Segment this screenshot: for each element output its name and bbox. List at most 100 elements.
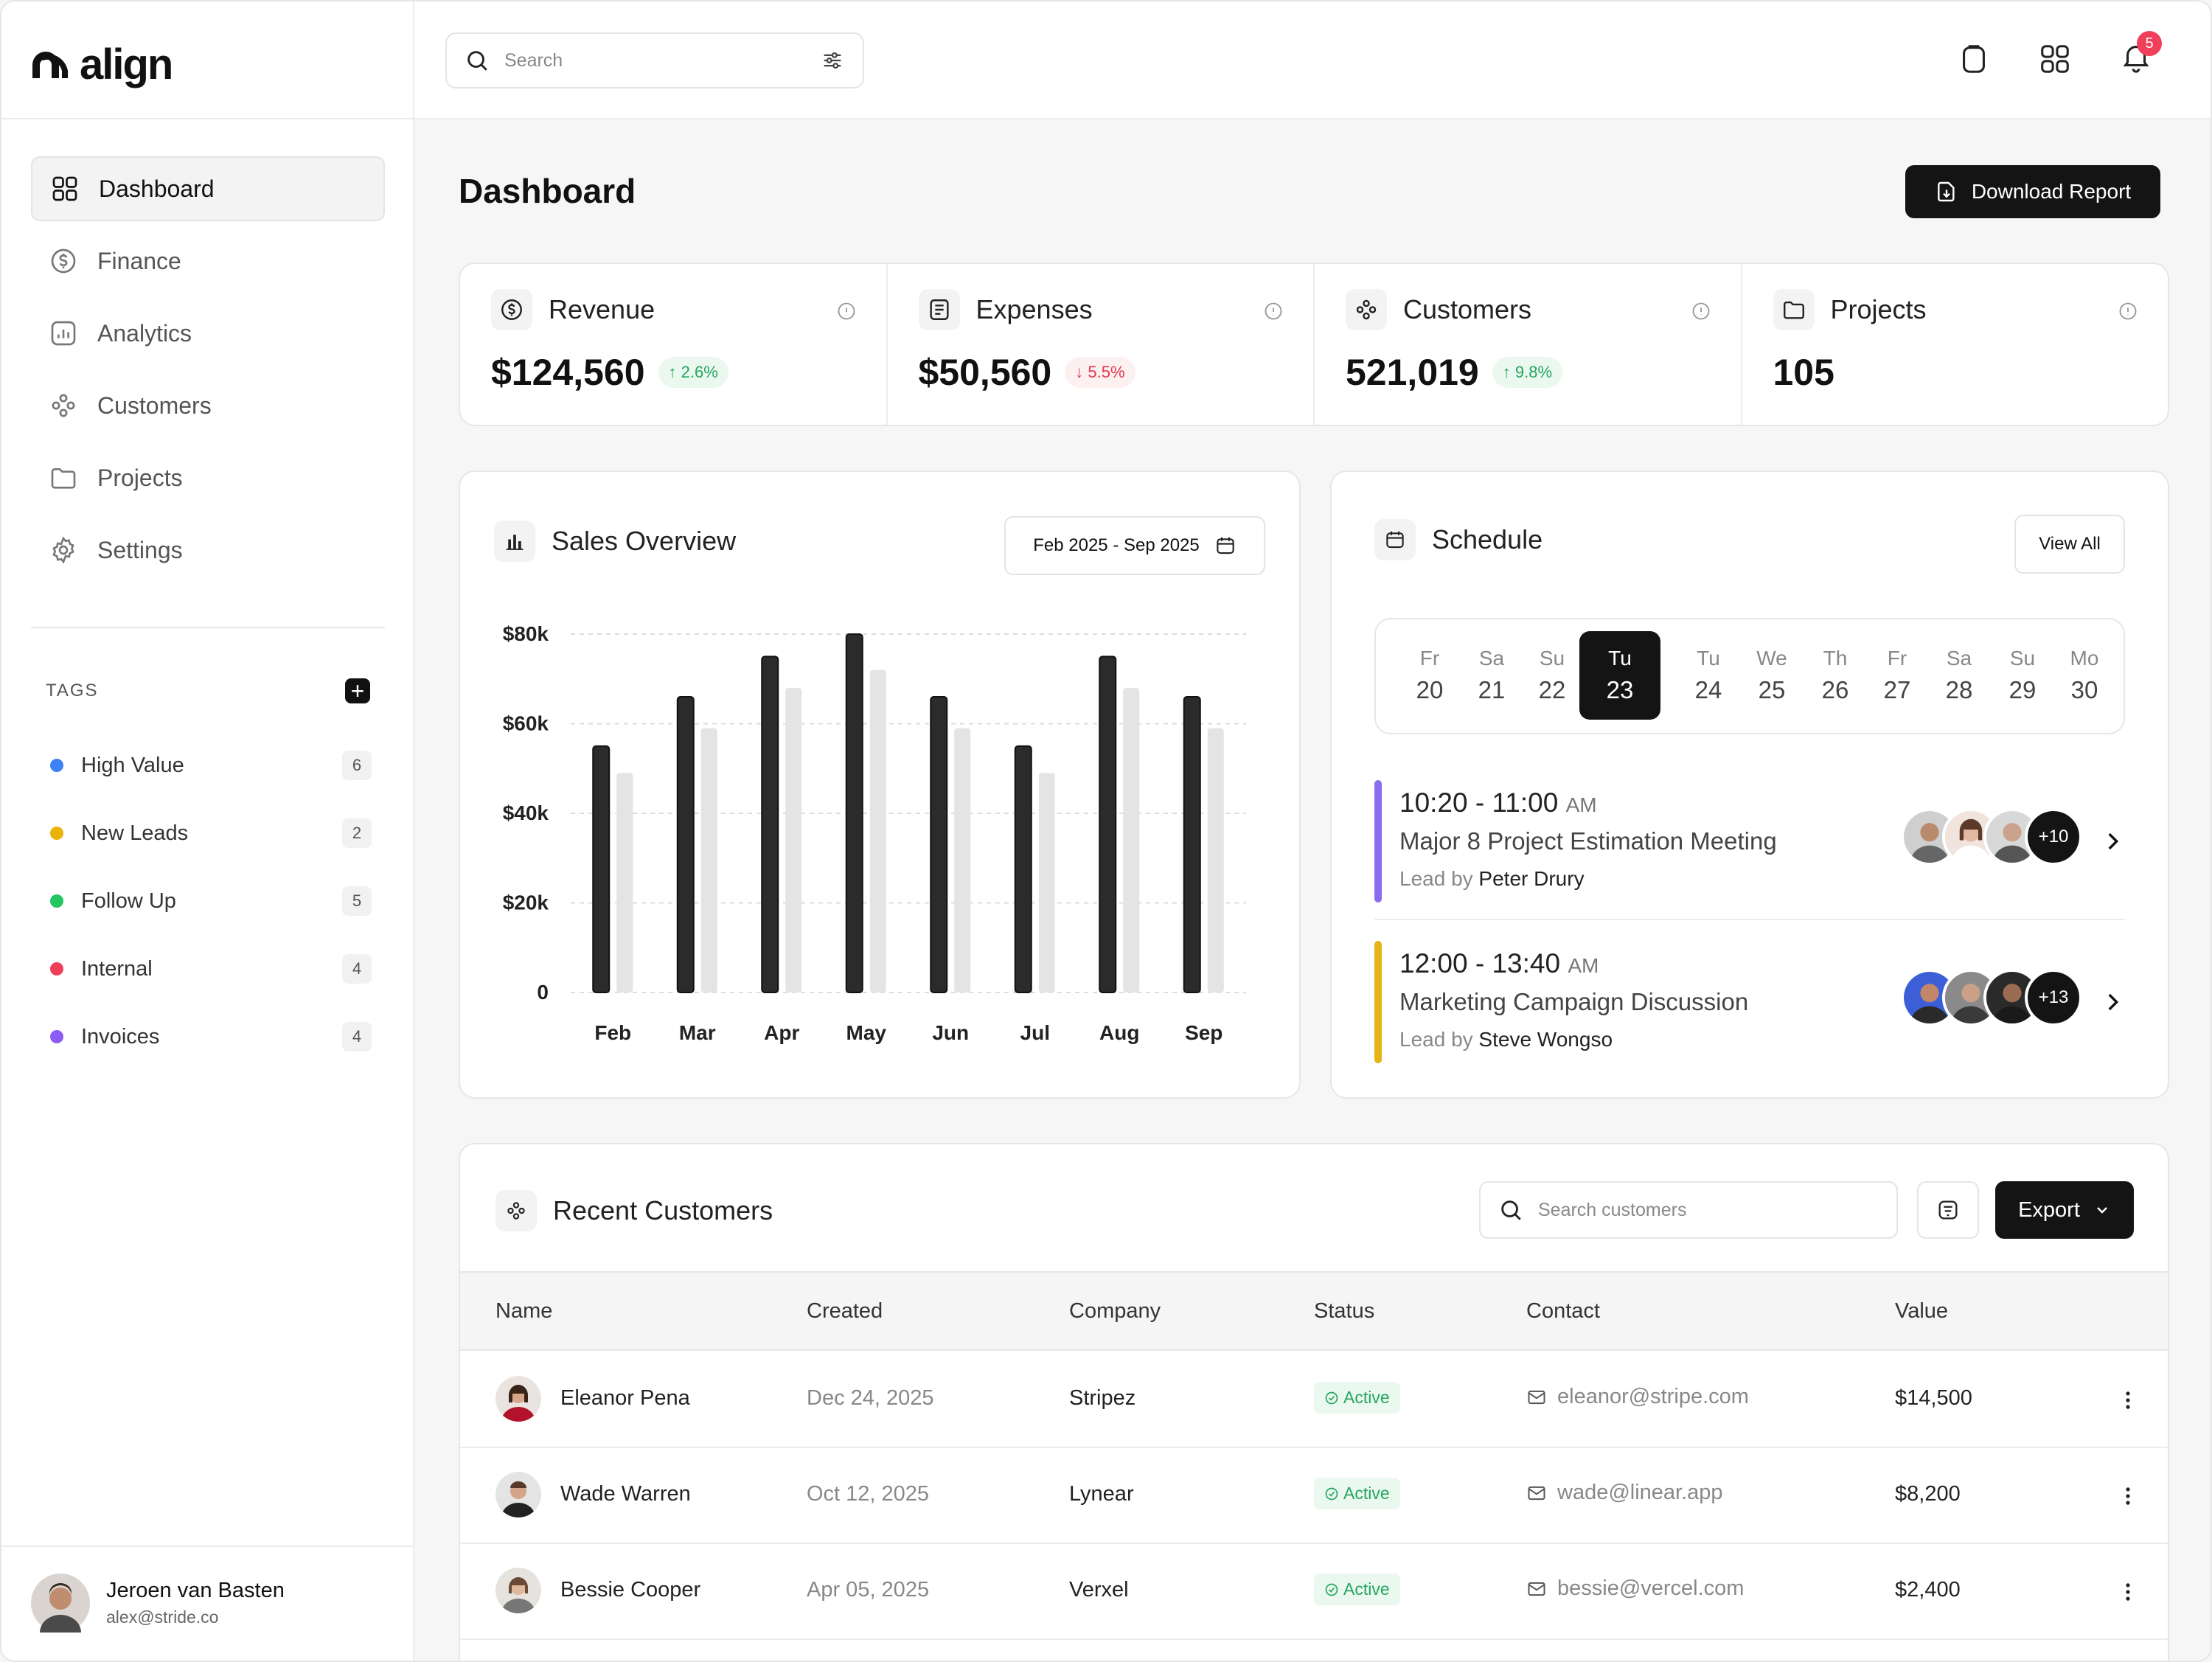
contact-email: wade@linear.app xyxy=(1557,1481,1723,1504)
table-row[interactable] xyxy=(460,1640,2168,1661)
day-name: Sa xyxy=(1478,647,1505,670)
search-input[interactable]: Search xyxy=(445,32,864,88)
tag-dot xyxy=(50,962,63,976)
event-time-range: 12:00 - 13:40 xyxy=(1399,948,1561,978)
x-tick-label: Jul xyxy=(1020,1021,1050,1044)
day-cell[interactable]: Sa 28 xyxy=(1919,631,2000,720)
sidebar-item-analytics[interactable]: Analytics xyxy=(31,301,385,366)
tag-item-high-value[interactable]: High Value 6 xyxy=(50,731,372,799)
schedule-event[interactable]: 12:00 - 13:40 AM Marketing Campaign Disc… xyxy=(1374,941,2125,1063)
divider xyxy=(1,1545,414,1547)
bar xyxy=(700,728,717,992)
sidebar-item-label: Settings xyxy=(97,536,183,563)
mail-icon xyxy=(1528,1486,1545,1500)
chevron-right-icon[interactable] xyxy=(2100,990,2125,1015)
info-icon[interactable] xyxy=(2118,301,2138,321)
day-cell-selected[interactable]: Tu 23 xyxy=(1579,631,1660,720)
sidebar-item-customers[interactable]: Customers xyxy=(31,373,385,438)
tag-item-invoices[interactable]: Invoices 4 xyxy=(50,1003,372,1071)
sidebar-item-dashboard[interactable]: Dashboard xyxy=(31,156,385,221)
chevron-right-icon[interactable] xyxy=(2100,829,2125,854)
column-header[interactable]: Value xyxy=(1895,1299,1949,1323)
filter-icon xyxy=(1938,1200,1958,1220)
tag-item-new-leads[interactable]: New Leads 2 xyxy=(50,799,372,867)
search-placeholder: Search xyxy=(504,49,563,71)
day-cell[interactable]: Fr 27 xyxy=(1857,631,1938,720)
sidebar-item-label: Dashboard xyxy=(99,175,215,202)
day-cell[interactable]: Su 29 xyxy=(1982,631,2063,720)
customer-value: $2,400 xyxy=(1895,1578,1961,1602)
day-cell[interactable]: Th 26 xyxy=(1795,631,1876,720)
day-name: Fr xyxy=(1419,647,1440,670)
day-cell[interactable]: Tu 24 xyxy=(1668,631,1749,720)
column-header[interactable]: Company xyxy=(1069,1299,1161,1323)
stat-projects: Projects 105 xyxy=(1742,264,2168,425)
sidebar-item-settings[interactable]: Settings xyxy=(31,518,385,583)
customer-search-input[interactable]: Search customers xyxy=(1479,1181,1898,1239)
event-time: 10:20 - 11:00 AM xyxy=(1399,787,1597,818)
sidebar-item-projects[interactable]: Projects xyxy=(31,445,385,510)
contact[interactable]: wade@linear.app xyxy=(1526,1481,1723,1505)
column-header[interactable]: Created xyxy=(807,1299,883,1323)
more-attendees[interactable]: +13 xyxy=(2025,969,2082,1026)
sidebar-item-finance[interactable]: Finance xyxy=(31,229,385,293)
customers-icon xyxy=(1346,289,1387,330)
lead-prefix: Lead by xyxy=(1399,867,1473,890)
table-row[interactable]: Eleanor Pena Dec 24, 2025 Stripez Active… xyxy=(460,1352,2168,1448)
day-name: Su xyxy=(1539,647,1565,670)
table-row[interactable]: Bessie Cooper Apr 05, 2025 Verxel Active… xyxy=(460,1544,2168,1640)
table-row[interactable]: Wade Warren Oct 12, 2025 Lynear Active w… xyxy=(460,1448,2168,1544)
more-vertical-icon[interactable] xyxy=(2125,1582,2131,1602)
x-tick-label: Apr xyxy=(764,1021,799,1044)
day-cell[interactable]: Fr 20 xyxy=(1389,631,1470,720)
day-cell[interactable]: Su 22 xyxy=(1512,631,1593,720)
export-button[interactable]: Export xyxy=(1995,1181,2134,1239)
stat-label: Customers xyxy=(1403,294,1532,324)
more-attendees[interactable]: +10 xyxy=(2025,808,2082,866)
filter-button[interactable] xyxy=(1917,1181,1979,1239)
dollar-icon xyxy=(51,248,76,274)
more-vertical-icon[interactable] xyxy=(2125,1391,2131,1410)
user-profile[interactable]: Jeroen van Basten alex@stride.co xyxy=(31,1574,285,1633)
tag-count: 6 xyxy=(342,751,372,780)
brand-name: align xyxy=(80,41,173,88)
sliders-icon[interactable] xyxy=(820,48,845,73)
bar xyxy=(761,656,779,993)
day-cell[interactable]: We 25 xyxy=(1731,631,1812,720)
x-tick-label: Mar xyxy=(679,1021,716,1044)
column-header[interactable]: Status xyxy=(1314,1299,1375,1323)
day-name: Su xyxy=(2009,647,2036,670)
view-all-button[interactable]: View All xyxy=(2014,515,2125,574)
notifications-button[interactable]: 5 xyxy=(2119,31,2162,77)
date-range-picker[interactable]: Feb 2025 - Sep 2025 xyxy=(1004,516,1265,575)
tag-item-follow-up[interactable]: Follow Up 5 xyxy=(50,867,372,935)
day-date: 27 xyxy=(1883,676,1911,703)
card-title: Recent Customers xyxy=(553,1195,773,1225)
tag-label: Internal xyxy=(81,956,153,981)
change-badge: ↓ 5.5% xyxy=(1065,357,1135,388)
clipboard-icon[interactable] xyxy=(1957,42,1991,76)
customers-icon xyxy=(495,1190,537,1231)
card-header: Schedule xyxy=(1374,519,1543,560)
download-report-button[interactable]: Download Report xyxy=(1905,165,2160,218)
customer-value: $8,200 xyxy=(1895,1482,1961,1506)
day-cell[interactable]: Sa 21 xyxy=(1451,631,1532,720)
lead-name: Peter Drury xyxy=(1478,867,1585,890)
brand[interactable]: align xyxy=(29,40,173,89)
more-vertical-icon[interactable] xyxy=(2125,1487,2131,1506)
x-tick-label: Jun xyxy=(932,1021,969,1044)
add-tag-button[interactable]: + xyxy=(345,678,370,703)
company: Lynear xyxy=(1069,1482,1134,1506)
column-header[interactable]: Contact xyxy=(1526,1299,1600,1323)
info-icon[interactable] xyxy=(1691,301,1711,321)
contact[interactable]: eleanor@stripe.com xyxy=(1526,1385,1749,1409)
event-title: Marketing Campaign Discussion xyxy=(1399,988,1749,1015)
info-icon[interactable] xyxy=(1263,301,1284,321)
schedule-event[interactable]: 10:20 - 11:00 AM Major 8 Project Estimat… xyxy=(1374,780,2125,903)
info-icon[interactable] xyxy=(836,301,857,321)
contact[interactable]: bessie@vercel.com xyxy=(1526,1576,1744,1601)
column-header[interactable]: Name xyxy=(495,1299,553,1323)
apps-grid-icon[interactable] xyxy=(2038,42,2072,76)
tag-item-internal[interactable]: Internal 4 xyxy=(50,935,372,1003)
day-cell[interactable]: Mo 30 xyxy=(2044,631,2125,720)
